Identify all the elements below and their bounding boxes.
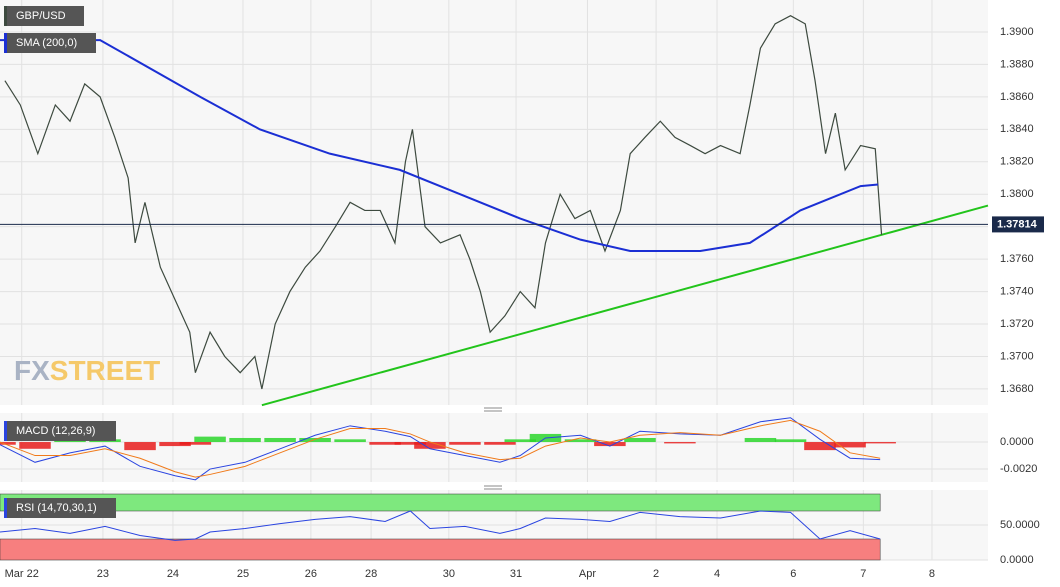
histogram-bar bbox=[624, 437, 656, 443]
legend-swatch bbox=[4, 6, 7, 26]
legend-label: GBP/USD bbox=[16, 10, 66, 22]
x-tick-label: 31 bbox=[510, 568, 522, 580]
watermark-part: FX bbox=[14, 355, 50, 386]
x-tick-label: Apr bbox=[579, 568, 596, 580]
y-tick-label: 1.3760 bbox=[1000, 253, 1034, 265]
last-price-label: 1.37814 bbox=[997, 218, 1038, 230]
histogram-bar bbox=[394, 442, 427, 445]
histogram-bar bbox=[504, 439, 537, 443]
pane-handle[interactable] bbox=[484, 485, 502, 490]
y-tick-label: -0.0020 bbox=[1000, 463, 1037, 475]
watermark: FXSTREET bbox=[14, 355, 160, 386]
x-tick-label: Mar 22 bbox=[5, 568, 39, 580]
histogram-bar bbox=[664, 442, 696, 444]
x-tick-label: 4 bbox=[714, 568, 720, 580]
indicator-line bbox=[0, 417, 881, 481]
legend-box[interactable] bbox=[4, 6, 84, 26]
histogram-bar bbox=[19, 442, 51, 449]
legend-label: MACD (12,26,9) bbox=[16, 425, 95, 437]
x-tick-label: 26 bbox=[305, 568, 317, 580]
y-tick-label: 1.3880 bbox=[1000, 58, 1034, 70]
histogram-bar bbox=[0, 442, 16, 445]
watermark-part: STREET bbox=[50, 355, 160, 386]
y-tick-label: 1.3820 bbox=[1000, 156, 1034, 168]
y-tick-label: 1.3720 bbox=[1000, 318, 1034, 330]
x-tick-label: 30 bbox=[443, 568, 455, 580]
x-tick-label: 28 bbox=[365, 568, 377, 580]
histogram-bar bbox=[334, 439, 366, 443]
histogram-bar bbox=[804, 442, 836, 451]
series-line bbox=[4, 15, 883, 390]
x-tick-label: 2 bbox=[653, 568, 659, 580]
histogram-bar bbox=[299, 437, 331, 443]
y-tick-label: 1.3700 bbox=[1000, 350, 1034, 362]
x-tick-label: 8 bbox=[929, 568, 935, 580]
legend-box bbox=[4, 421, 116, 441]
x-tick-label: 23 bbox=[97, 568, 109, 580]
y-tick-label: 1.3840 bbox=[1000, 123, 1034, 135]
legend-label: SMA (200,0) bbox=[16, 37, 77, 49]
histogram-bar bbox=[264, 437, 296, 443]
legend-swatch bbox=[4, 421, 7, 441]
indicator-line bbox=[0, 419, 881, 478]
x-tick-label: 25 bbox=[237, 568, 249, 580]
histogram-bar bbox=[744, 437, 777, 443]
histogram-bar bbox=[774, 439, 807, 443]
histogram-bar bbox=[484, 442, 516, 445]
histogram-bar bbox=[124, 442, 156, 451]
y-tick-label: 1.3860 bbox=[1000, 91, 1034, 103]
y-tick-label: 1.3680 bbox=[1000, 383, 1034, 395]
legend-swatch bbox=[4, 498, 7, 518]
legend-box[interactable] bbox=[4, 33, 96, 53]
y-tick-label: 1.3740 bbox=[1000, 285, 1034, 297]
histogram-bar bbox=[194, 436, 226, 443]
y-tick-label: 50.0000 bbox=[1000, 519, 1040, 531]
histogram-bar bbox=[449, 442, 481, 445]
trendline bbox=[261, 204, 989, 407]
y-tick-label: 0.0000 bbox=[1000, 554, 1034, 566]
legend-label: RSI (14,70,30,1) bbox=[16, 502, 97, 514]
legend-swatch bbox=[4, 33, 7, 53]
overbought-zone bbox=[0, 493, 881, 512]
pane-handle[interactable] bbox=[484, 407, 502, 412]
histogram-bar bbox=[594, 442, 626, 447]
histogram-bar bbox=[834, 442, 866, 448]
histogram-bar bbox=[414, 442, 446, 449]
x-tick-label: 7 bbox=[860, 568, 866, 580]
rsi-line bbox=[0, 510, 881, 541]
histogram-bar bbox=[179, 442, 212, 445]
y-tick-label: 1.3800 bbox=[1000, 188, 1034, 200]
price-pane bbox=[0, 0, 988, 405]
histogram-bar bbox=[159, 442, 191, 447]
last-price-box bbox=[992, 216, 1044, 233]
x-tick-label: 24 bbox=[167, 568, 179, 580]
y-tick-label: 1.3900 bbox=[1000, 26, 1034, 38]
histogram-bar bbox=[864, 442, 896, 444]
histogram-bar bbox=[564, 439, 597, 443]
legend-box bbox=[4, 498, 116, 518]
histogram-bar bbox=[369, 442, 401, 445]
x-tick-label: 6 bbox=[790, 568, 796, 580]
y-tick-label: 0.0000 bbox=[1000, 436, 1034, 448]
series-line bbox=[0, 39, 879, 253]
oversold-zone bbox=[0, 538, 881, 561]
histogram-bar bbox=[229, 437, 261, 443]
